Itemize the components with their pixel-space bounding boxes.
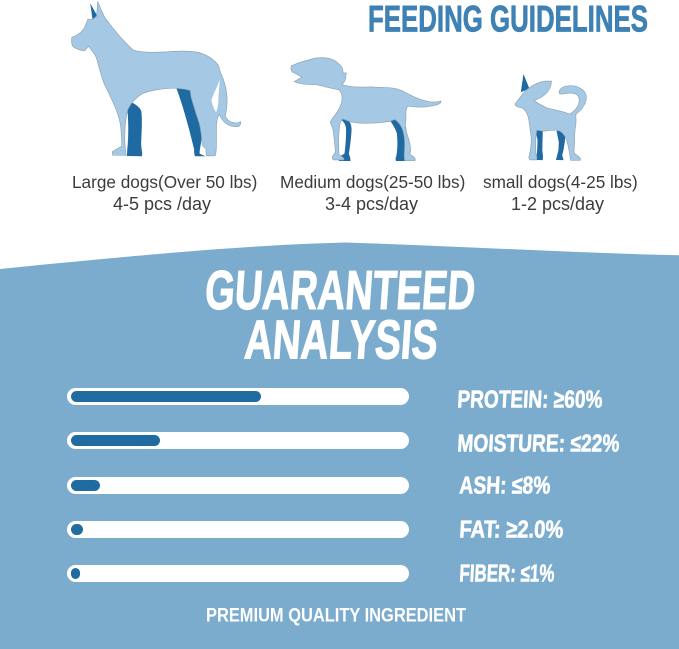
svg-text:FEEDING GUIDELINES: FEEDING GUIDELINES bbox=[368, 0, 648, 40]
svg-text:PREMIUM QUALITY INGREDIENT: PREMIUM QUALITY INGREDIENT bbox=[206, 605, 466, 627]
svg-text:ASH: ≤8%: ASH: ≤8% bbox=[459, 473, 552, 500]
svg-text:ANALYSIS: ANALYSIS bbox=[243, 309, 440, 371]
svg-text:GUARANTEED: GUARANTEED bbox=[203, 259, 477, 321]
svg-text:MOISTURE: ≤22%: MOISTURE: ≤22% bbox=[457, 431, 621, 458]
svg-text:FAT: ≥2.0%: FAT: ≥2.0% bbox=[459, 517, 565, 544]
svg-text:PROTEIN: ≥60%: PROTEIN: ≥60% bbox=[457, 387, 604, 414]
svg-text:FIBER: ≤1%: FIBER: ≤1% bbox=[459, 561, 556, 588]
